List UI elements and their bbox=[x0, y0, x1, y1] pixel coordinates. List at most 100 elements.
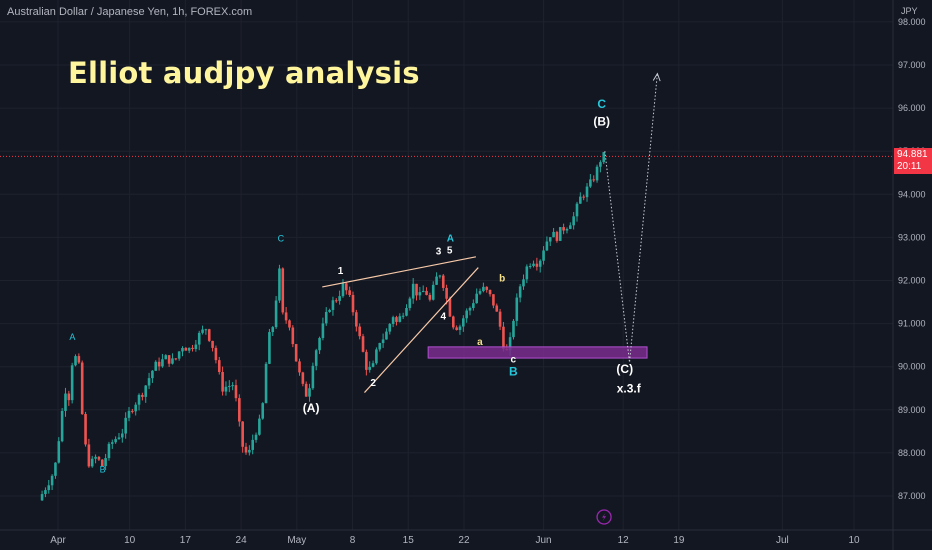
candle-body bbox=[291, 327, 295, 345]
x-tick-label: Jul bbox=[776, 535, 789, 546]
candle-body bbox=[121, 433, 124, 438]
candle-body bbox=[592, 179, 596, 181]
candle-body bbox=[445, 287, 448, 299]
last-price-tag: 94.881 20:11 bbox=[894, 148, 932, 174]
candle-body bbox=[599, 162, 602, 167]
candle-body bbox=[405, 307, 408, 316]
candle-body bbox=[569, 225, 572, 229]
candle-body bbox=[365, 351, 368, 370]
candle-body bbox=[378, 343, 382, 350]
candle-body bbox=[532, 263, 535, 267]
candle-body bbox=[224, 386, 228, 392]
candle-body bbox=[492, 294, 495, 306]
candle-body bbox=[438, 275, 442, 277]
candle-body bbox=[415, 283, 418, 296]
candle-body bbox=[395, 317, 398, 322]
last-price-value: 94.881 bbox=[897, 149, 928, 160]
candle-body bbox=[495, 305, 499, 312]
candle-body bbox=[321, 323, 325, 338]
candle-body bbox=[97, 456, 101, 460]
candle-body bbox=[488, 289, 492, 295]
candle-body bbox=[84, 414, 87, 445]
candle-body bbox=[301, 372, 305, 384]
projection-arrowhead bbox=[652, 72, 661, 82]
y-tick-label: 94.000 bbox=[898, 189, 926, 199]
candle-body bbox=[194, 344, 198, 350]
y-tick-label: 89.000 bbox=[898, 405, 926, 415]
candle-body bbox=[184, 347, 188, 351]
x-tick-label: 19 bbox=[673, 535, 685, 546]
candle-body bbox=[375, 349, 378, 364]
candle-body bbox=[161, 359, 164, 367]
candle-body bbox=[518, 286, 522, 298]
candle-body bbox=[348, 290, 351, 295]
candle-body bbox=[104, 458, 107, 467]
candle-body bbox=[572, 216, 575, 226]
wave-label: 5 bbox=[447, 245, 453, 256]
candle-body bbox=[234, 385, 238, 399]
candle-body bbox=[468, 307, 472, 311]
candle-body bbox=[311, 365, 315, 389]
wave-label: a bbox=[477, 337, 483, 348]
symbol-header[interactable]: Australian Dollar / Japanese Yen, 1h, FO… bbox=[7, 6, 253, 18]
projection-path bbox=[604, 73, 658, 363]
candle-body bbox=[207, 329, 211, 341]
candle-body bbox=[274, 300, 278, 328]
candle-body bbox=[298, 361, 301, 373]
candle-body bbox=[385, 331, 388, 340]
candle-body bbox=[211, 340, 214, 348]
candle-body bbox=[318, 337, 321, 351]
candle-body bbox=[288, 320, 291, 328]
event-lightning-icon bbox=[596, 509, 612, 525]
candle-body bbox=[558, 227, 562, 241]
wave-label: 1 bbox=[338, 266, 344, 277]
candle-body bbox=[381, 339, 385, 344]
x-tick-label: 10 bbox=[124, 535, 136, 546]
candle-body bbox=[201, 329, 204, 333]
candle-body bbox=[268, 332, 271, 364]
candle-body bbox=[585, 186, 589, 198]
wave-label: c bbox=[511, 354, 517, 365]
candle-body bbox=[134, 404, 137, 412]
wave-label: (B) bbox=[593, 114, 610, 128]
trendline bbox=[322, 256, 477, 288]
candle-body bbox=[94, 456, 97, 459]
candle-body bbox=[204, 329, 208, 331]
candle-body bbox=[197, 332, 201, 345]
candle-body bbox=[137, 394, 141, 405]
candle-body bbox=[431, 284, 435, 300]
candle-body bbox=[462, 318, 465, 327]
candle-body bbox=[401, 315, 405, 317]
wave-label: B bbox=[100, 464, 106, 474]
candle-body bbox=[144, 385, 148, 397]
candle-body bbox=[411, 283, 415, 299]
wave-label: 3 bbox=[436, 247, 442, 258]
candle-body bbox=[294, 344, 298, 362]
candle-body bbox=[328, 309, 331, 312]
candle-body bbox=[258, 418, 261, 435]
wave-label: x.3.f bbox=[617, 382, 642, 396]
support-zone bbox=[427, 346, 648, 359]
trendline bbox=[364, 267, 479, 393]
candle-body bbox=[358, 326, 361, 337]
candle-body bbox=[398, 316, 402, 322]
candle-body bbox=[281, 268, 285, 313]
candle-body bbox=[355, 312, 358, 327]
candle-body bbox=[565, 228, 569, 231]
chart-title-overlay: Elliot audjpy analysis bbox=[68, 56, 420, 90]
candle-body bbox=[231, 385, 234, 387]
candle-body bbox=[284, 312, 288, 321]
candle-body bbox=[177, 351, 181, 359]
candle-body bbox=[171, 358, 174, 364]
candles-layer bbox=[40, 152, 606, 502]
candle-body bbox=[478, 291, 482, 294]
candle-body bbox=[579, 196, 582, 204]
candle-body bbox=[562, 227, 565, 231]
wave-label: 4 bbox=[440, 311, 446, 322]
candle-body bbox=[582, 196, 585, 198]
candle-body bbox=[472, 303, 475, 308]
wave-label: C bbox=[278, 234, 285, 244]
lightning-glyph bbox=[602, 513, 607, 521]
